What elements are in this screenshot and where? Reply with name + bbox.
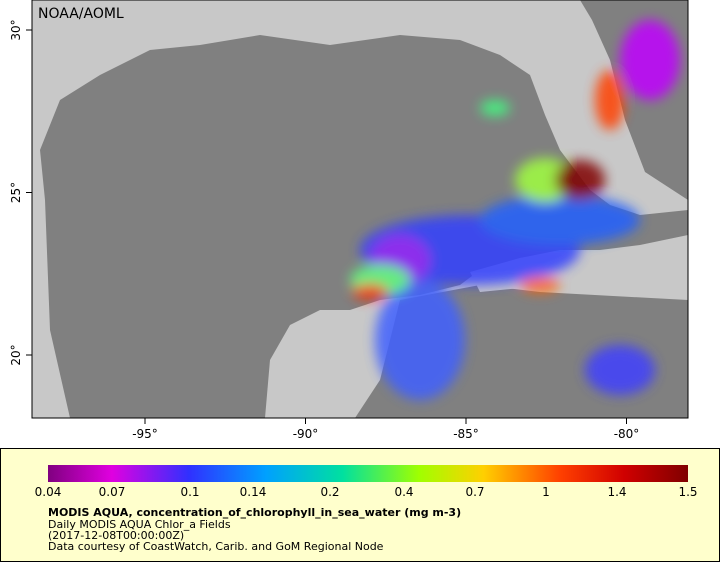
colorbar-label: 0.04: [35, 485, 62, 499]
credit: NOAA/AOML: [38, 6, 124, 22]
legend-line: Data courtesy of CoastWatch, Carib. and …: [48, 540, 384, 553]
latitude-label: 20°: [9, 344, 23, 365]
colorbar-label: 0.2: [320, 485, 339, 499]
legend-title: MODIS AQUA, concentration_of_chlorophyll…: [48, 506, 461, 519]
longitude-axis: -95° -90° -85° -80°: [132, 418, 639, 441]
colorbar-label: 1: [542, 485, 550, 499]
map-frame: [31, 0, 689, 419]
colorbar-label: 0.14: [240, 485, 267, 499]
colorbar-ticks: 0.04 0.07 0.1 0.14 0.2 0.4 0.7 1 1.4 1.5: [35, 485, 698, 499]
colorbar-label: 1.5: [678, 485, 697, 499]
map: NOAA/AOML: [32, 0, 688, 418]
longitude-label: -80°: [614, 427, 640, 441]
latitude-axis: 30° 25° 20°: [9, 19, 32, 366]
legend-line: (2017-12-08T00:00:00Z): [48, 529, 184, 542]
latitude-label: 30°: [9, 19, 23, 40]
colorbar-label: 0.4: [394, 485, 413, 499]
colorbar-label: 1.4: [607, 485, 626, 499]
longitude-label: -90°: [293, 427, 319, 441]
legend-line: Daily MODIS AQUA Chlor_a Fields: [48, 518, 231, 531]
colorbar-label: 0.1: [180, 485, 199, 499]
colorbar-label: 0.7: [465, 485, 484, 499]
longitude-label: -85°: [453, 427, 479, 441]
longitude-label: -95°: [132, 427, 158, 441]
latitude-label: 25°: [9, 182, 23, 203]
colorbar: [48, 465, 688, 482]
colorbar-label: 0.07: [99, 485, 126, 499]
